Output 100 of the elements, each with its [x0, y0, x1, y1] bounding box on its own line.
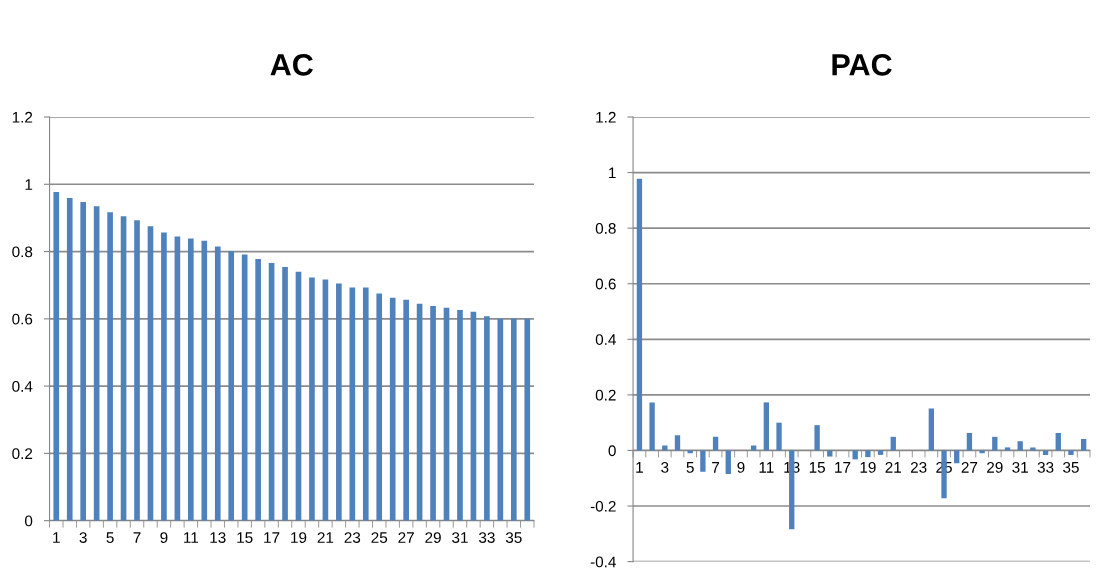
x-tick-label: 31 — [1012, 461, 1028, 473]
bar — [1055, 432, 1061, 451]
bar — [1042, 450, 1049, 455]
x-tick-label: 7 — [712, 462, 720, 473]
y-tick-label: -0.2 — [590, 500, 616, 512]
bar — [376, 293, 383, 521]
bar — [636, 178, 643, 451]
x-tick-label: 5 — [686, 462, 694, 473]
x-tick-label: 23 — [344, 532, 361, 543]
bar — [763, 402, 770, 451]
bar — [336, 283, 342, 521]
bar — [954, 450, 960, 464]
x-tick-label: 3 — [661, 461, 669, 473]
bar — [928, 408, 934, 451]
bar — [852, 450, 858, 460]
y-tick-label: 0.6 — [12, 313, 33, 325]
x-tick-label: 3 — [79, 532, 87, 543]
y-tick-label: 0.2 — [595, 389, 616, 401]
x-tick-label: 21 — [317, 532, 334, 543]
bar — [134, 220, 140, 521]
x-tick-label: 7 — [133, 532, 141, 543]
bar — [776, 422, 782, 451]
x-tick-label: 1 — [53, 532, 60, 543]
x-tick-label: 27 — [961, 461, 978, 473]
bar — [80, 202, 87, 521]
x-tick-label: 35 — [1063, 461, 1079, 473]
bar — [484, 316, 490, 521]
chart-title: AC — [270, 54, 313, 76]
bar — [214, 246, 221, 521]
y-tick-label: 1.2 — [596, 111, 616, 123]
bar — [966, 432, 973, 451]
bar — [107, 212, 113, 521]
bar — [349, 287, 356, 521]
bar — [430, 306, 436, 521]
bar — [674, 435, 681, 451]
y-tick-label: 0.2 — [12, 448, 33, 460]
y-tick-label: 0.8 — [12, 246, 33, 258]
bar — [1068, 450, 1074, 455]
bar — [524, 318, 531, 521]
bar — [389, 297, 396, 521]
bar — [53, 192, 60, 521]
x-tick-label: 13 — [210, 532, 226, 543]
bar — [362, 287, 369, 521]
y-tick-label: 1 — [25, 179, 33, 190]
x-tick-label: 9 — [160, 532, 168, 543]
y-tick-label: 0 — [24, 515, 33, 527]
bar — [814, 425, 820, 451]
bar — [282, 267, 288, 521]
y-tick-label: 1 — [609, 167, 616, 179]
x-tick-label: 1 — [636, 462, 643, 473]
x-tick-label: 33 — [478, 532, 495, 543]
y-tick-label: 0.4 — [595, 334, 616, 345]
x-tick-label: 11 — [759, 462, 774, 473]
y-tick-label: 0.8 — [595, 223, 616, 234]
y-tick-label: -0.4 — [590, 556, 616, 568]
x-tick-label: 17 — [264, 532, 280, 543]
bar — [201, 240, 208, 521]
bar — [865, 450, 871, 458]
bar — [649, 402, 655, 451]
x-tick-label: 23 — [910, 461, 927, 473]
bar — [255, 258, 261, 521]
bar — [1004, 447, 1011, 451]
x-tick-label: 19 — [860, 461, 876, 473]
y-tick-label: 0 — [608, 445, 616, 457]
bar — [877, 450, 884, 455]
bar — [979, 450, 985, 454]
bar — [687, 450, 693, 454]
bar — [662, 445, 668, 451]
x-tick-label: 21 — [885, 461, 902, 473]
bar — [161, 232, 167, 521]
bar — [66, 198, 73, 521]
x-tick-label: 31 — [452, 532, 468, 543]
x-tick-label: 25 — [371, 532, 388, 543]
x-tick-label: 9 — [737, 461, 745, 473]
x-tick-label: 15 — [809, 462, 825, 473]
bar — [403, 299, 409, 521]
bar — [827, 450, 833, 457]
y-tick-label: 1.2 — [12, 111, 33, 123]
x-tick-label: 19 — [291, 532, 307, 543]
bar — [1017, 441, 1023, 451]
x-tick-label: 29 — [987, 461, 1003, 473]
bar — [1030, 447, 1036, 451]
x-tick-label: 29 — [425, 532, 441, 543]
bar — [309, 277, 315, 521]
y-tick-label: 0.6 — [595, 278, 616, 290]
x-tick-label: 27 — [398, 532, 414, 543]
x-tick-label: 33 — [1037, 461, 1054, 473]
bar — [188, 238, 194, 521]
x-tick-label: 35 — [505, 532, 522, 543]
bar — [510, 318, 517, 521]
x-tick-label: 15 — [237, 532, 253, 543]
y-tick-label: 0.4 — [12, 380, 33, 392]
x-tick-label: 5 — [106, 532, 114, 543]
bar — [228, 250, 235, 521]
bar — [1080, 439, 1087, 451]
bar — [700, 450, 706, 472]
bar — [725, 450, 731, 475]
chart-title: PAC — [832, 54, 892, 76]
x-tick-label: 17 — [835, 462, 851, 473]
bar — [457, 310, 463, 521]
